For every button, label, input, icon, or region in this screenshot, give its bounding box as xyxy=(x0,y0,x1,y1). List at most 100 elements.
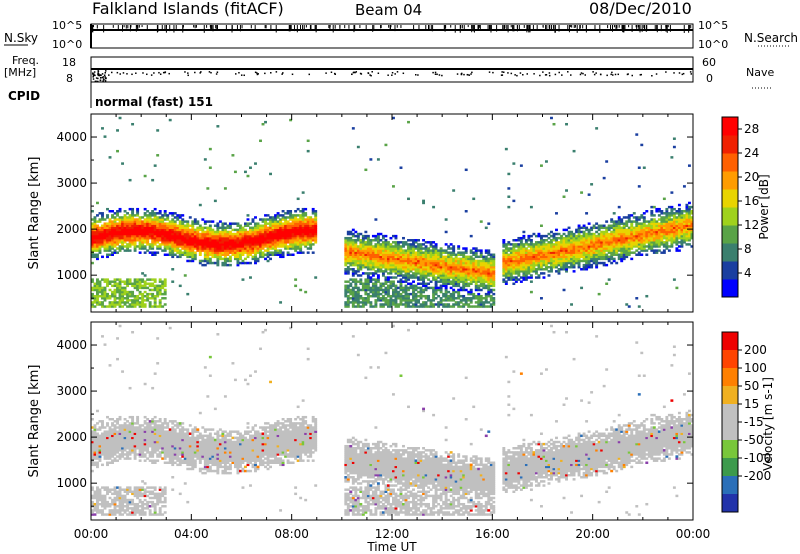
power-cell xyxy=(361,301,365,304)
power-cell xyxy=(527,234,531,238)
power-cell xyxy=(545,263,548,267)
nsearch-tick-bottom: 10^0 xyxy=(698,38,728,51)
power-cell xyxy=(467,299,471,302)
power-cell xyxy=(597,249,601,252)
power-cell xyxy=(96,245,99,248)
power-cell xyxy=(143,241,147,244)
power-cell xyxy=(246,230,250,234)
power-cell xyxy=(223,232,227,236)
power-cell xyxy=(384,251,388,254)
power-cell xyxy=(118,294,122,298)
power-cell xyxy=(241,247,245,250)
power-cell xyxy=(113,251,117,254)
nave-dot xyxy=(501,71,503,73)
power-cell xyxy=(346,294,350,298)
power-cell xyxy=(366,253,370,256)
power-cell xyxy=(635,239,639,242)
power-cell xyxy=(233,255,237,259)
power-cell xyxy=(447,265,451,269)
power-cell xyxy=(492,253,496,256)
power-cell xyxy=(399,297,403,300)
power-cell xyxy=(434,276,438,279)
power-cell xyxy=(379,286,383,290)
power-cell xyxy=(374,272,378,275)
power-cell xyxy=(106,239,109,242)
power-cell xyxy=(106,207,109,211)
power-cell xyxy=(600,224,604,227)
power-cell xyxy=(635,216,639,219)
power-cell xyxy=(637,239,641,242)
power-cell xyxy=(196,230,200,234)
power-cell xyxy=(356,305,360,308)
power-cell xyxy=(121,247,125,250)
power-cell xyxy=(600,251,604,254)
power-cell xyxy=(103,294,107,298)
power-cell xyxy=(158,284,162,288)
power-cell xyxy=(602,234,606,238)
power-cell xyxy=(547,243,551,246)
power-cell xyxy=(249,166,252,169)
power-cell xyxy=(529,251,533,254)
power-cell xyxy=(434,268,438,271)
power-cell xyxy=(118,116,122,120)
power-cell xyxy=(482,284,486,288)
power-cell xyxy=(519,268,523,271)
power-cell xyxy=(108,226,112,230)
power-cell xyxy=(116,149,119,153)
power-cell xyxy=(452,303,456,306)
power-cell xyxy=(637,251,641,254)
power-cell xyxy=(504,268,508,271)
power-cell xyxy=(296,226,300,230)
power-cell xyxy=(397,270,400,273)
power-cell xyxy=(371,249,375,252)
power-cell xyxy=(449,259,453,263)
power-cell xyxy=(156,251,160,254)
power-cell xyxy=(577,239,581,242)
power-cell xyxy=(567,253,571,256)
power-cell xyxy=(181,214,185,217)
power-cell xyxy=(402,236,405,240)
power-cell xyxy=(183,224,187,227)
power-cell xyxy=(163,253,167,256)
power-cell xyxy=(617,205,621,209)
power-cell xyxy=(630,222,634,225)
power-cell xyxy=(381,263,385,267)
nave-dot xyxy=(542,71,544,73)
power-cell xyxy=(512,245,516,248)
power-cell xyxy=(106,249,109,252)
nave-dot xyxy=(153,72,155,74)
power-cell xyxy=(429,261,433,265)
power-cell xyxy=(412,292,415,296)
power-cell xyxy=(163,292,167,296)
power-cell xyxy=(612,224,616,227)
power-cell xyxy=(276,220,280,223)
power-cell xyxy=(103,292,107,296)
power-cell xyxy=(306,220,310,223)
power-cell xyxy=(402,257,405,261)
power-cell xyxy=(587,259,591,263)
power-cell xyxy=(522,251,526,254)
power-cell xyxy=(153,243,157,246)
power-cell xyxy=(279,239,283,242)
power-cell xyxy=(637,228,641,232)
power-cell xyxy=(201,226,205,230)
power-cell xyxy=(625,234,629,238)
power-cell xyxy=(381,299,385,302)
power-cell xyxy=(183,234,187,238)
power-cell xyxy=(607,249,611,252)
power-cell xyxy=(552,257,556,261)
power-cell xyxy=(522,255,526,259)
power-cell xyxy=(241,251,245,254)
power-cell xyxy=(560,253,563,256)
power-cell xyxy=(168,247,172,250)
power-cell xyxy=(269,241,272,244)
power-cell xyxy=(484,301,488,304)
power-cell xyxy=(176,230,180,234)
power-cell xyxy=(301,228,305,232)
power-cell xyxy=(404,303,408,306)
power-cell xyxy=(286,220,290,223)
power-cell xyxy=(126,245,130,248)
power-cell xyxy=(487,276,491,279)
power-cell xyxy=(128,232,132,236)
power-cell xyxy=(271,228,275,232)
